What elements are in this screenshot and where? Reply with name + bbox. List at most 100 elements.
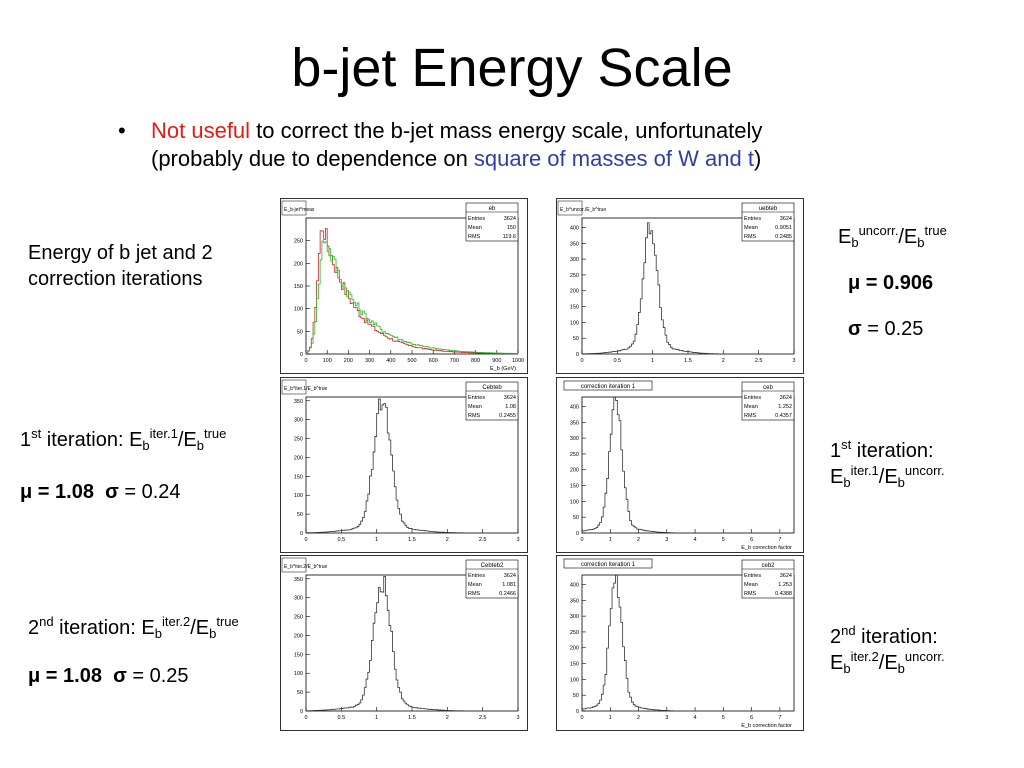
stats-key: RMS	[468, 591, 481, 597]
x-tick-label: 700	[450, 358, 459, 364]
energy-desc-line1: Energy of b jet and 2	[28, 242, 213, 264]
x-tick-label: 400	[386, 358, 395, 364]
stats-key: Entries	[468, 395, 485, 401]
x-tick-label: 3	[516, 537, 519, 543]
stats-value: 119.6	[503, 234, 516, 240]
iter1-right-label: 1st iteration: Ebiter.1/Ebuncorr.	[830, 437, 945, 490]
iter2-right-label: 2nd iteration: Ebiter.2/Ebuncorr.	[830, 623, 945, 676]
stats-key: RMS	[744, 234, 757, 240]
x-tick-label: 2	[722, 358, 725, 364]
uncorr-ratio-label: Ebuncorr./Ebtrue	[838, 223, 947, 250]
histogram-uebteb: 0 0.5 1 1.5 2 2.5 3 0 50 100 150 200 250 300 350 400 E_b…	[556, 198, 804, 374]
y-tick-label: 150	[570, 305, 579, 311]
x-tick-label: 300	[365, 358, 374, 364]
y-tick-label: 350	[570, 420, 579, 426]
stats-key: Mean	[468, 225, 482, 231]
x-tick-label: 1.5	[408, 537, 416, 543]
y-tick-label: 200	[294, 633, 303, 639]
y-tick-label: 100	[294, 671, 303, 677]
y-tick-label: 50	[297, 690, 303, 696]
x-tick-label: 0	[304, 537, 307, 543]
x-tick-label: 1	[375, 537, 378, 543]
masses-text: square of masses of W and t	[473, 146, 754, 171]
x-tick-label: 4	[694, 715, 697, 721]
histogram-series	[581, 574, 794, 712]
x-tick-label: 600	[429, 358, 438, 364]
stats-value: 0.2455	[499, 413, 516, 419]
y-tick-label: 150	[294, 284, 303, 290]
stats-key: Entries	[468, 216, 485, 222]
y-tick-label: 50	[573, 693, 579, 699]
x-tick-label: 2.5	[479, 715, 487, 721]
y-tick-label: 250	[294, 239, 303, 245]
y-tick-label: 300	[570, 257, 579, 263]
stats-box	[465, 559, 519, 599]
y-tick-label: 350	[294, 577, 303, 583]
x-tick-label: 0	[304, 715, 307, 721]
histogram-eb: 0 100 200 300 400 500 600 700 800 900 1000 0 50 100 15…	[280, 198, 528, 374]
stats-name: Cebteb2	[481, 563, 504, 569]
y-tick-label: 50	[297, 512, 303, 518]
y-tick-label: 200	[570, 468, 579, 474]
energy-desc-line2: correction iterations	[28, 268, 203, 290]
x-tick-label: 2	[446, 715, 449, 721]
iter2-left-label: 2nd iteration: Ebiter.2/Ebtrue	[28, 614, 239, 641]
histogram-series	[305, 398, 518, 534]
x-axis-label: E_b correction factor	[741, 723, 792, 729]
stats-box	[741, 202, 795, 242]
bullet-part1: to correct the b-jet mass energy scale, …	[250, 118, 763, 143]
x-tick-label: 7	[778, 715, 781, 721]
y-tick-label: 200	[570, 289, 579, 295]
y-tick-label: 0	[300, 531, 303, 537]
y-tick-label: 150	[570, 484, 579, 490]
histogram-svg: 0 0.5 1 1.5 2 2.5 3 0 50 100 150 200 250 300 350 E_b^it…	[280, 377, 528, 553]
y-tick-label: 400	[570, 582, 579, 588]
y-tick-label: 0	[300, 709, 303, 715]
y-tick-label: 300	[570, 614, 579, 620]
x-tick-label: 1.5	[684, 358, 692, 364]
histogram-ceb2: 0 1 2 3 4 5 6 7 0 50 100 150 200 250 300 350 400 E_b corr…	[556, 555, 804, 731]
y-tick-label: 50	[297, 329, 303, 335]
x-tick-label: 2.5	[479, 537, 487, 543]
y-tick-label: 0	[576, 531, 579, 537]
histogram-svg: 0 1 2 3 4 5 6 7 0 50 100 150 200 250 300 350 400 E_b corr…	[556, 555, 804, 731]
y-tick-label: 350	[570, 241, 579, 247]
x-tick-label: 3	[792, 358, 795, 364]
y-tick-label: 300	[294, 596, 303, 602]
y-tick-label: 100	[570, 677, 579, 683]
stats-value: 1.252	[778, 404, 792, 410]
stats-key: Mean	[468, 582, 482, 588]
stats-key: Entries	[468, 573, 485, 579]
x-tick-label: 0.5	[338, 715, 346, 721]
y-tick-label: 150	[570, 662, 579, 668]
x-tick-label: 2	[446, 537, 449, 543]
corner-label: E_b^iter.1/E_b^true	[284, 386, 328, 392]
stats-value: 0.4388	[775, 591, 792, 597]
y-tick-label: 200	[294, 455, 303, 461]
y-tick-label: 0	[576, 352, 579, 358]
title-box	[563, 558, 653, 569]
stats-value: 1.08	[505, 404, 516, 410]
histogram-series	[305, 240, 519, 354]
stats-value: 150	[507, 225, 516, 231]
stats-value: 3624	[780, 216, 792, 222]
y-tick-label: 200	[570, 646, 579, 652]
slide-title: b-jet Energy Scale	[291, 38, 733, 98]
y-tick-label: 200	[294, 261, 303, 267]
y-tick-label: 300	[294, 418, 303, 424]
stats-box	[465, 381, 519, 421]
histogram-title: correction iteration 1	[581, 562, 636, 568]
stats-key: Entries	[744, 395, 761, 401]
stats-box	[465, 202, 519, 242]
histogram-svg: 0 100 200 300 400 500 600 700 800 900 1000 0 50 100 15…	[280, 198, 528, 374]
x-tick-label: 3	[665, 715, 668, 721]
corner-box	[281, 557, 307, 573]
corner-label: E_b-jet^meas	[284, 207, 315, 213]
stats-value: 0.4357	[775, 413, 792, 419]
uncorr-mu: μ = 0.906	[848, 272, 934, 294]
x-tick-label: 1	[609, 537, 612, 543]
bullet-part3: )	[753, 146, 762, 171]
y-tick-label: 0	[576, 709, 579, 715]
x-tick-label: 7	[778, 537, 781, 543]
stats-key: Mean	[744, 404, 758, 410]
